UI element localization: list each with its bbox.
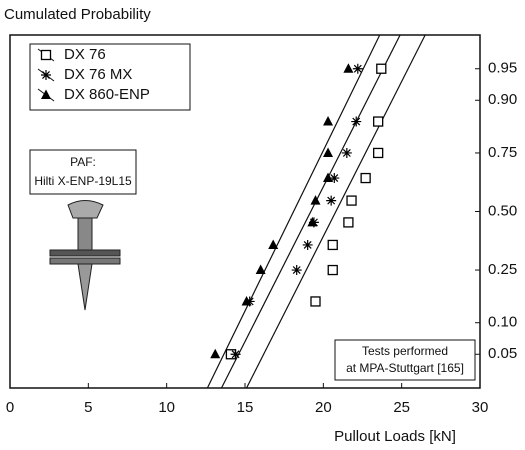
x-tick-label: 10 <box>158 399 175 416</box>
marker-square <box>40 49 52 61</box>
marker-square <box>376 63 387 74</box>
marker-square <box>327 239 338 251</box>
annotation: Tests performed <box>362 344 448 358</box>
marker-asterisk <box>341 147 352 158</box>
marker-asterisk <box>326 195 337 206</box>
marker-square <box>343 217 354 228</box>
legend-label: DX 860-ENP <box>64 86 150 103</box>
x-tick-label: 20 <box>315 399 332 416</box>
y-tick-label: 0.90 <box>488 91 517 108</box>
chart-title: Cumulated Probability <box>4 6 151 23</box>
x-axis-label: Pullout Loads [kN] <box>334 428 456 445</box>
annotation: PAF: <box>70 155 96 169</box>
legend-label: DX 76 MX <box>64 66 132 83</box>
y-tick-label: 0.50 <box>488 202 517 219</box>
x-tick-label: 15 <box>237 399 254 416</box>
annotation: at MPA-Stuttgart [165] <box>346 361 464 375</box>
marker-triangle <box>323 172 334 183</box>
marker-triangle <box>310 195 321 205</box>
marker-asterisk <box>244 296 255 307</box>
y-tick-label: 0.10 <box>488 314 517 331</box>
marker-square <box>310 296 321 307</box>
marker-square <box>346 195 357 206</box>
marker-triangle <box>268 239 279 249</box>
marker-asterisk <box>230 349 241 360</box>
x-tick-label: 0 <box>6 399 14 416</box>
marker-square <box>327 264 338 276</box>
marker-asterisk <box>352 63 363 74</box>
fit-line <box>246 34 426 389</box>
y-tick-label: 0.75 <box>488 144 517 161</box>
marker-asterisk <box>302 239 313 250</box>
marker-asterisk <box>329 173 340 184</box>
marker-triangle <box>241 295 252 306</box>
nail-icon <box>49 200 121 311</box>
annotation: Hilti X-ENP-19L15 <box>34 174 132 188</box>
marker-triangle <box>41 89 51 99</box>
y-tick-label: 0.95 <box>488 60 517 77</box>
marker-asterisk <box>291 265 302 276</box>
marker-triangle <box>307 216 318 227</box>
y-tick-label: 0.25 <box>488 261 517 278</box>
marker-triangle <box>255 264 266 275</box>
marker-triangle <box>210 348 221 359</box>
x-tick-label: 5 <box>84 399 92 416</box>
marker-asterisk <box>41 70 51 80</box>
marker-asterisk <box>351 116 362 127</box>
legend-label: DX 76 <box>64 46 106 63</box>
marker-triangle <box>323 116 334 126</box>
marker-square <box>373 147 384 159</box>
y-tick-label: 0.05 <box>488 345 517 362</box>
marker-triangle <box>343 63 354 73</box>
annotation-box <box>334 339 476 381</box>
x-tick-label: 25 <box>393 399 410 416</box>
marker-square <box>360 172 371 184</box>
fit-line <box>206 34 381 389</box>
marker-triangle <box>323 147 334 157</box>
fit-line <box>220 34 401 389</box>
legend-box <box>29 43 191 111</box>
annotation-box <box>29 149 137 195</box>
x-tick-label: 30 <box>472 399 489 416</box>
marker-square <box>373 116 384 127</box>
